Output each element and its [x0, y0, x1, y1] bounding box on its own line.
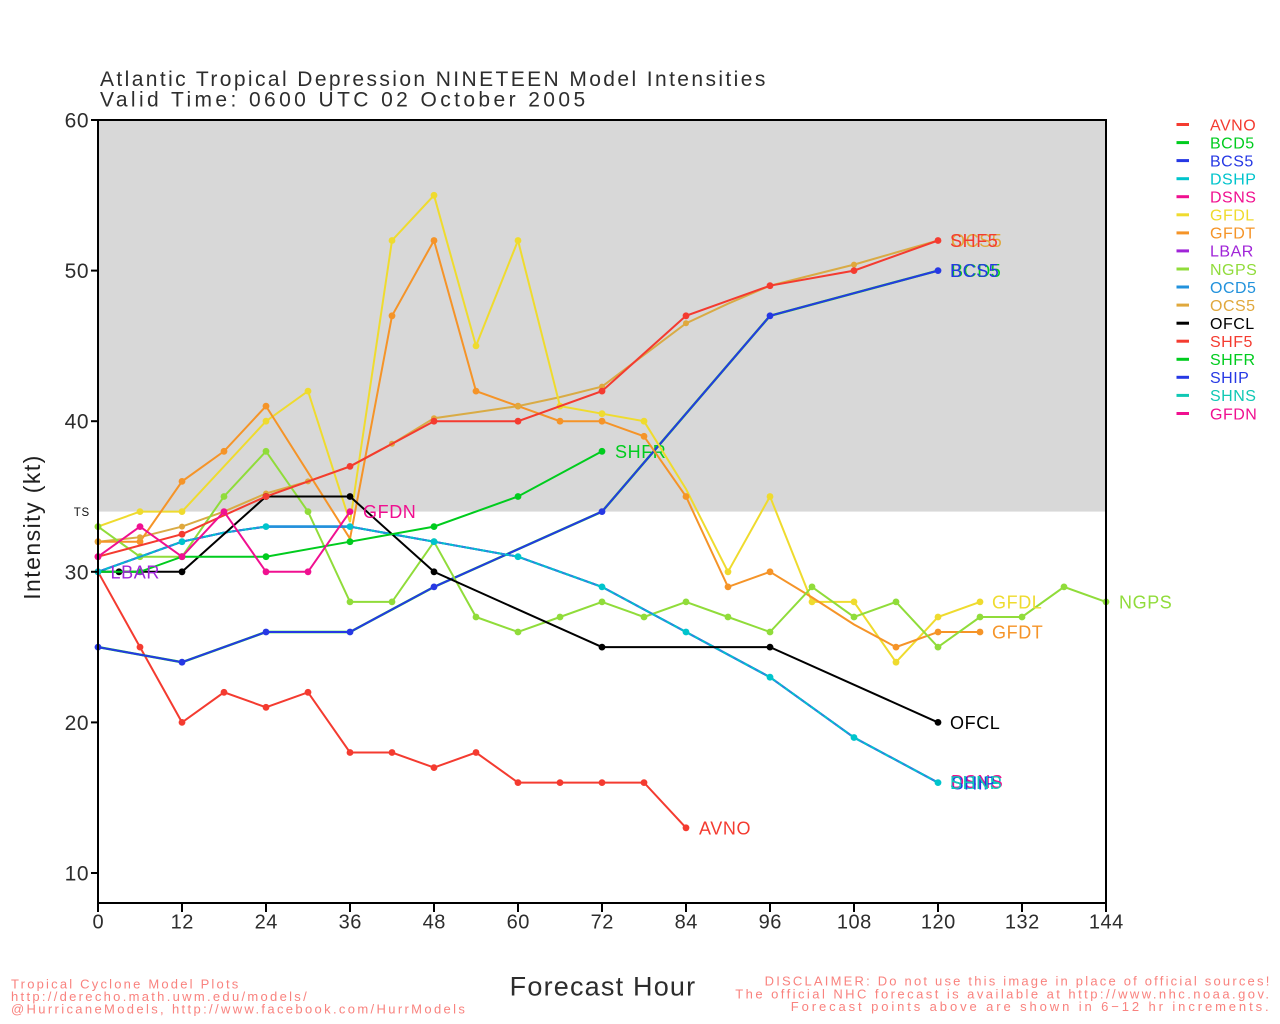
- svg-text:DSHP: DSHP: [950, 773, 1002, 793]
- svg-text:GFDN: GFDN: [363, 502, 416, 522]
- svg-text:GFDT: GFDT: [992, 623, 1043, 643]
- svg-text:60: 60: [65, 110, 89, 133]
- svg-text:LBAR: LBAR: [1210, 244, 1254, 261]
- svg-text:OFCL: OFCL: [950, 713, 1000, 733]
- svg-text:GFDT: GFDT: [1210, 226, 1256, 243]
- svg-text:DISCLAIMER: Do not use this im: DISCLAIMER: Do not use this image in pla…: [765, 974, 1272, 989]
- svg-text:OCS5: OCS5: [951, 231, 1002, 251]
- svg-text:50: 50: [65, 260, 89, 283]
- svg-text:DSHP: DSHP: [1210, 172, 1256, 189]
- svg-text:SHIP: SHIP: [952, 774, 996, 794]
- svg-text:GFDL: GFDL: [992, 592, 1042, 612]
- svg-text:LBAR: LBAR: [111, 562, 160, 582]
- svg-text:Valid Time: 0600 UTC 02 Octobe: Valid Time: 0600 UTC 02 October 2005: [100, 89, 589, 112]
- svg-text:BCD5: BCD5: [951, 261, 1001, 281]
- svg-text:Forecast points above are show: Forecast points above are shown in 6−12 …: [791, 999, 1272, 1014]
- svg-text:Atlantic Tropical Depression N: Atlantic Tropical Depression NINETEEN Mo…: [100, 68, 768, 91]
- svg-text:OFCL: OFCL: [1210, 316, 1255, 333]
- svg-text:72: 72: [591, 912, 614, 934]
- svg-text:Intensity (kt): Intensity (kt): [19, 454, 45, 600]
- svg-text:AVNO: AVNO: [1210, 117, 1256, 134]
- svg-text:DSNS: DSNS: [1210, 190, 1256, 207]
- svg-text:BCD5: BCD5: [1210, 135, 1255, 152]
- svg-text:SHFR: SHFR: [1210, 352, 1256, 369]
- svg-text:20: 20: [65, 712, 89, 735]
- svg-text:108: 108: [837, 912, 872, 934]
- svg-text:GFDL: GFDL: [1210, 208, 1255, 225]
- svg-text:BCS5: BCS5: [1210, 153, 1254, 170]
- svg-text:OCS5: OCS5: [1210, 298, 1256, 315]
- svg-text:SHF5: SHF5: [1210, 334, 1253, 351]
- svg-text:SHNS: SHNS: [950, 773, 1002, 793]
- svg-text:10: 10: [65, 863, 89, 886]
- svg-text:84: 84: [675, 912, 698, 934]
- svg-text:36: 36: [339, 912, 362, 934]
- svg-text:NGPS: NGPS: [1210, 262, 1257, 279]
- svg-text:40: 40: [65, 411, 89, 434]
- svg-text:132: 132: [1005, 912, 1040, 934]
- svg-text:SHIP: SHIP: [1210, 370, 1249, 387]
- svg-text:http://derecho.math.uwm.edu/mo: http://derecho.math.uwm.edu/models/: [11, 989, 309, 1004]
- svg-text:30: 30: [65, 561, 89, 584]
- svg-text:12: 12: [171, 912, 194, 934]
- svg-text:144: 144: [1089, 912, 1124, 934]
- svg-text:96: 96: [759, 912, 782, 934]
- svg-text:0: 0: [92, 912, 104, 934]
- svg-text:Tropical Cyclone Model Plots: Tropical Cyclone Model Plots: [11, 977, 240, 992]
- svg-text:OCD5: OCD5: [1210, 280, 1256, 297]
- svg-text:SHF5: SHF5: [950, 231, 998, 251]
- svg-text:60: 60: [507, 912, 530, 934]
- svg-text:48: 48: [423, 912, 446, 934]
- svg-text:DSNS: DSNS: [951, 772, 1003, 792]
- svg-text:SHFR: SHFR: [615, 442, 666, 462]
- svg-text:Forecast Hour: Forecast Hour: [510, 972, 697, 1002]
- svg-text:24: 24: [255, 912, 278, 934]
- svg-text:BCS5: BCS5: [950, 261, 999, 281]
- svg-text:TS: TS: [74, 507, 90, 519]
- svg-text:AVNO: AVNO: [699, 818, 751, 838]
- svg-text:120: 120: [921, 912, 956, 934]
- svg-text:SHNS: SHNS: [1210, 388, 1256, 405]
- svg-text:@HurricaneModels, http://www.f: @HurricaneModels, http://www.facebook.co…: [11, 1002, 467, 1017]
- svg-text:The official NHC forecast is a: The official NHC forecast is available a…: [735, 986, 1271, 1001]
- svg-text:GFDN: GFDN: [1210, 406, 1257, 423]
- svg-text:NGPS: NGPS: [1119, 592, 1172, 612]
